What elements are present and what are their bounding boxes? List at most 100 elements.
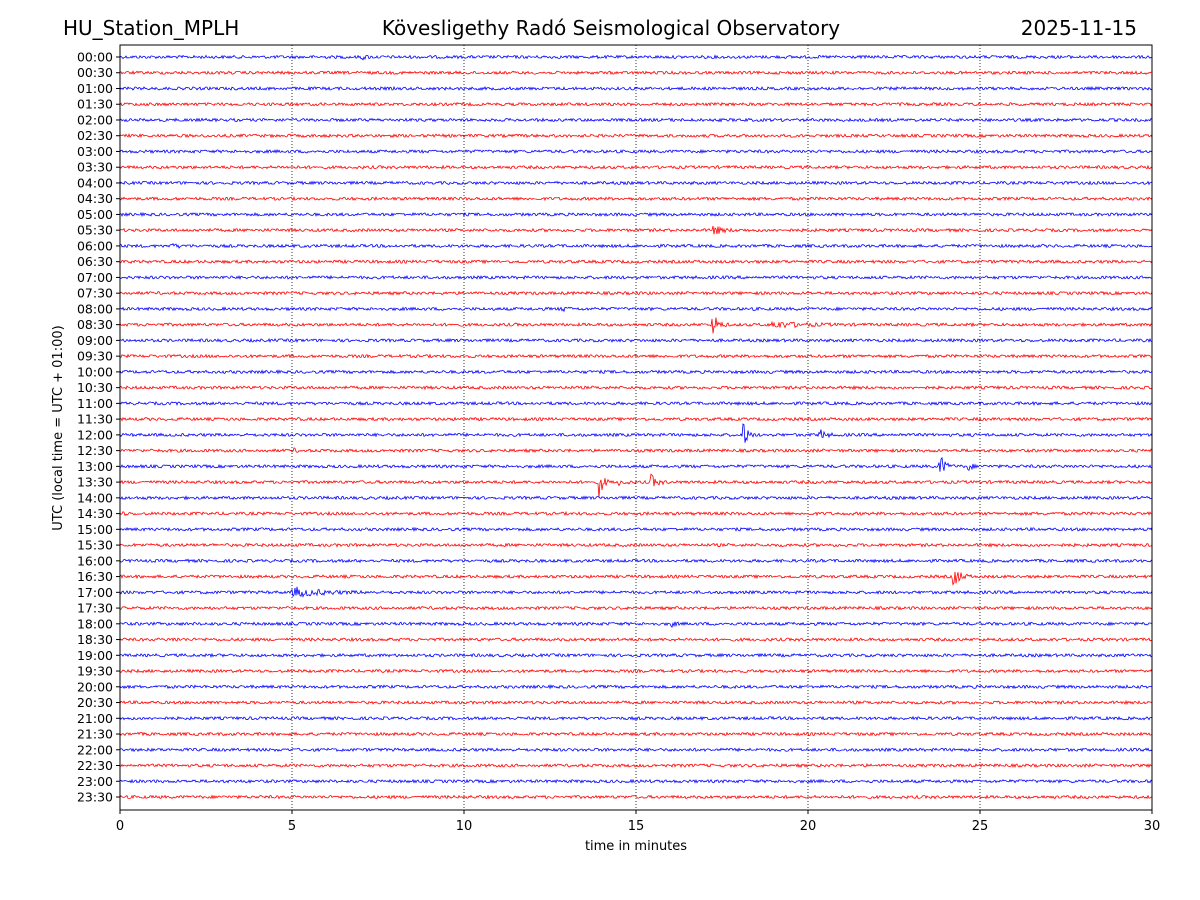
y-tick-label: 00:00 — [77, 50, 113, 65]
trace-2000 — [119, 684, 1153, 690]
trace-0000 — [119, 54, 1153, 61]
trace-0200 — [119, 117, 1153, 123]
y-tick-label: 01:00 — [77, 81, 113, 96]
trace-0700 — [119, 274, 1153, 280]
y-tick-label: 21:30 — [77, 727, 113, 742]
y-tick-label: 11:00 — [77, 396, 113, 411]
trace-0500 — [119, 211, 1153, 218]
y-tick-label: 19:30 — [77, 664, 113, 679]
trace-2330 — [119, 794, 1153, 800]
y-tick-label: 06:30 — [77, 254, 113, 269]
y-tick-label: 20:30 — [77, 695, 113, 710]
y-tick-label: 15:30 — [77, 538, 113, 553]
trace-0230 — [119, 133, 1153, 139]
station-name: HU_Station_MPLH — [63, 16, 239, 40]
y-tick-label: 14:00 — [77, 490, 113, 505]
y-tick-label: 03:00 — [77, 144, 113, 159]
trace-2100 — [119, 715, 1153, 721]
y-tick-label: 17:30 — [77, 601, 113, 616]
trace-0830 — [119, 317, 1153, 334]
trace-1930 — [119, 668, 1153, 674]
y-tick-label: 04:00 — [77, 175, 113, 190]
y-tick-label: 07:30 — [77, 286, 113, 301]
y-tick-label: 02:00 — [77, 112, 113, 127]
trace-1630 — [119, 571, 1153, 586]
x-axis: 0 5 10 15 20 25 30 — [116, 810, 1160, 834]
y-tick-label: 09:00 — [77, 333, 113, 348]
y-tick-label: 13:30 — [77, 475, 113, 490]
trace-2300 — [119, 778, 1153, 784]
y-tick-label: 05:30 — [77, 223, 113, 238]
trace-1700 — [119, 586, 1153, 598]
y-tick-label: 14:30 — [77, 506, 113, 521]
y-tick-label: 04:30 — [77, 191, 113, 206]
trace-1300 — [119, 456, 1153, 472]
trace-1000 — [119, 369, 1153, 375]
trace-2200 — [119, 747, 1153, 753]
y-tick-label: 16:30 — [77, 569, 113, 584]
chart-date: 2025-11-15 — [1021, 16, 1137, 40]
trace-1430 — [119, 510, 1153, 517]
y-tick-label: 12:30 — [77, 443, 113, 458]
trace-0400 — [119, 180, 1153, 186]
y-tick-label: 19:00 — [77, 648, 113, 663]
y-tick-label: 16:00 — [77, 553, 113, 568]
x-axis-label: time in minutes — [585, 839, 687, 854]
trace-0730 — [119, 290, 1153, 296]
x-tick-label: 10 — [456, 819, 473, 834]
y-axis: 00:0000:3001:0001:3002:0002:3003:0003:30… — [77, 50, 120, 805]
trace-0530 — [119, 225, 1153, 235]
trace-1530 — [119, 542, 1153, 548]
x-tick-label: 15 — [628, 819, 645, 834]
trace-2030 — [119, 699, 1153, 706]
y-tick-label: 07:00 — [77, 270, 113, 285]
y-tick-label: 02:30 — [77, 128, 113, 143]
trace-1730 — [120, 605, 1153, 611]
trace-1130 — [119, 416, 1153, 422]
y-tick-label: 18:00 — [77, 616, 113, 631]
y-tick-label: 13:00 — [77, 459, 113, 474]
trace-0330 — [119, 164, 1153, 170]
y-tick-label: 00:30 — [77, 65, 113, 80]
trace-1800 — [119, 621, 1153, 628]
trace-0630 — [119, 259, 1153, 265]
y-tick-label: 03:30 — [77, 160, 113, 175]
y-tick-label: 05:00 — [77, 207, 113, 222]
trace-0100 — [119, 85, 1153, 92]
trace-1030 — [119, 384, 1153, 391]
trace-1500 — [119, 526, 1153, 533]
y-tick-label: 10:00 — [77, 364, 113, 379]
y-tick-label: 21:00 — [77, 711, 113, 726]
y-tick-label: 23:30 — [77, 790, 113, 805]
y-axis-label: UTC (local time = UTC + 01:00) — [51, 325, 66, 530]
trace-2130 — [119, 731, 1153, 737]
y-tick-label: 20:00 — [77, 679, 113, 694]
trace-0900 — [119, 337, 1153, 343]
trace-1900 — [119, 652, 1152, 658]
trace-0300 — [119, 148, 1153, 155]
y-tick-label: 10:30 — [77, 380, 113, 395]
y-tick-label: 22:30 — [77, 758, 113, 773]
y-tick-label: 08:30 — [77, 317, 113, 332]
x-tick-label: 5 — [288, 819, 296, 834]
y-tick-label: 12:00 — [77, 427, 113, 442]
x-tick-label: 20 — [800, 819, 817, 834]
x-tick-label: 25 — [972, 819, 989, 834]
trace-1400 — [119, 495, 1153, 501]
traces — [119, 54, 1153, 800]
y-tick-label: 23:00 — [77, 774, 113, 789]
trace-0430 — [119, 195, 1153, 202]
y-tick-label: 18:30 — [77, 632, 113, 647]
y-tick-label: 09:30 — [77, 349, 113, 364]
trace-1830 — [119, 636, 1153, 643]
trace-1330 — [119, 473, 1153, 498]
trace-0600 — [119, 243, 1153, 249]
y-tick-label: 17:00 — [77, 585, 113, 600]
trace-1600 — [119, 558, 1153, 564]
y-tick-label: 11:30 — [77, 412, 113, 427]
trace-1230 — [119, 447, 1153, 454]
x-tick-label: 0 — [116, 819, 124, 834]
trace-2230 — [119, 762, 1153, 769]
chart-title: Kövesligethy Radó Seismological Observat… — [382, 16, 840, 40]
